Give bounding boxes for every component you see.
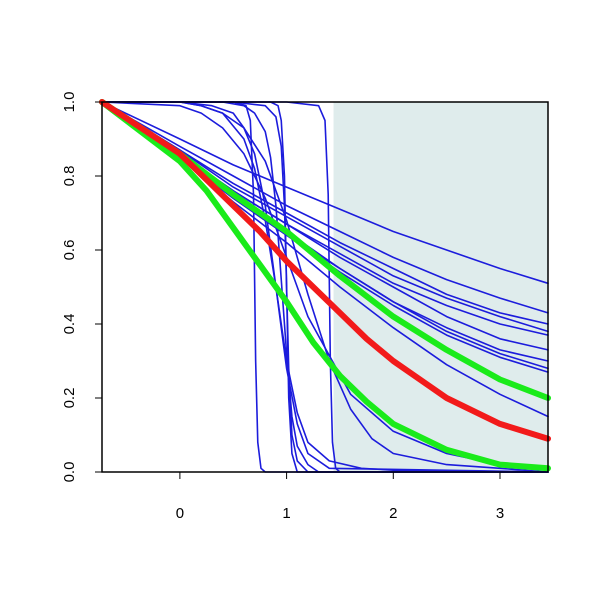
main-curve	[99, 99, 551, 442]
band-curve-21	[99, 99, 551, 472]
sample-curve-1	[101, 101, 549, 314]
sample-curve-3	[101, 101, 549, 333]
axes: 0 1 2 3 0.0 0.2 0.4 0.6 0.8 1.0	[61, 92, 504, 522]
sample-curve-12	[101, 101, 549, 473]
sample-curve-2	[101, 101, 549, 325]
y-tick-label: 0.8	[61, 166, 78, 187]
y-tick-label: 0.6	[61, 240, 78, 261]
x-tick-label: 3	[496, 505, 504, 522]
y-tick-label: 0.2	[61, 388, 78, 409]
series-group	[99, 99, 551, 473]
sample-curve-13	[101, 101, 549, 473]
x-tick-label: 1	[282, 505, 290, 522]
x-tick-label: 0	[176, 505, 184, 522]
plot-frame	[101, 101, 549, 473]
shaded-region	[333, 102, 548, 472]
y-tick-label: 0.4	[61, 314, 78, 335]
x-tick-label: 2	[389, 505, 397, 522]
sample-curve-14	[101, 101, 549, 473]
sample-curve-0	[101, 101, 549, 285]
y-tick-label: 0.0	[61, 462, 78, 483]
y-tick-label: 1.0	[61, 92, 78, 113]
